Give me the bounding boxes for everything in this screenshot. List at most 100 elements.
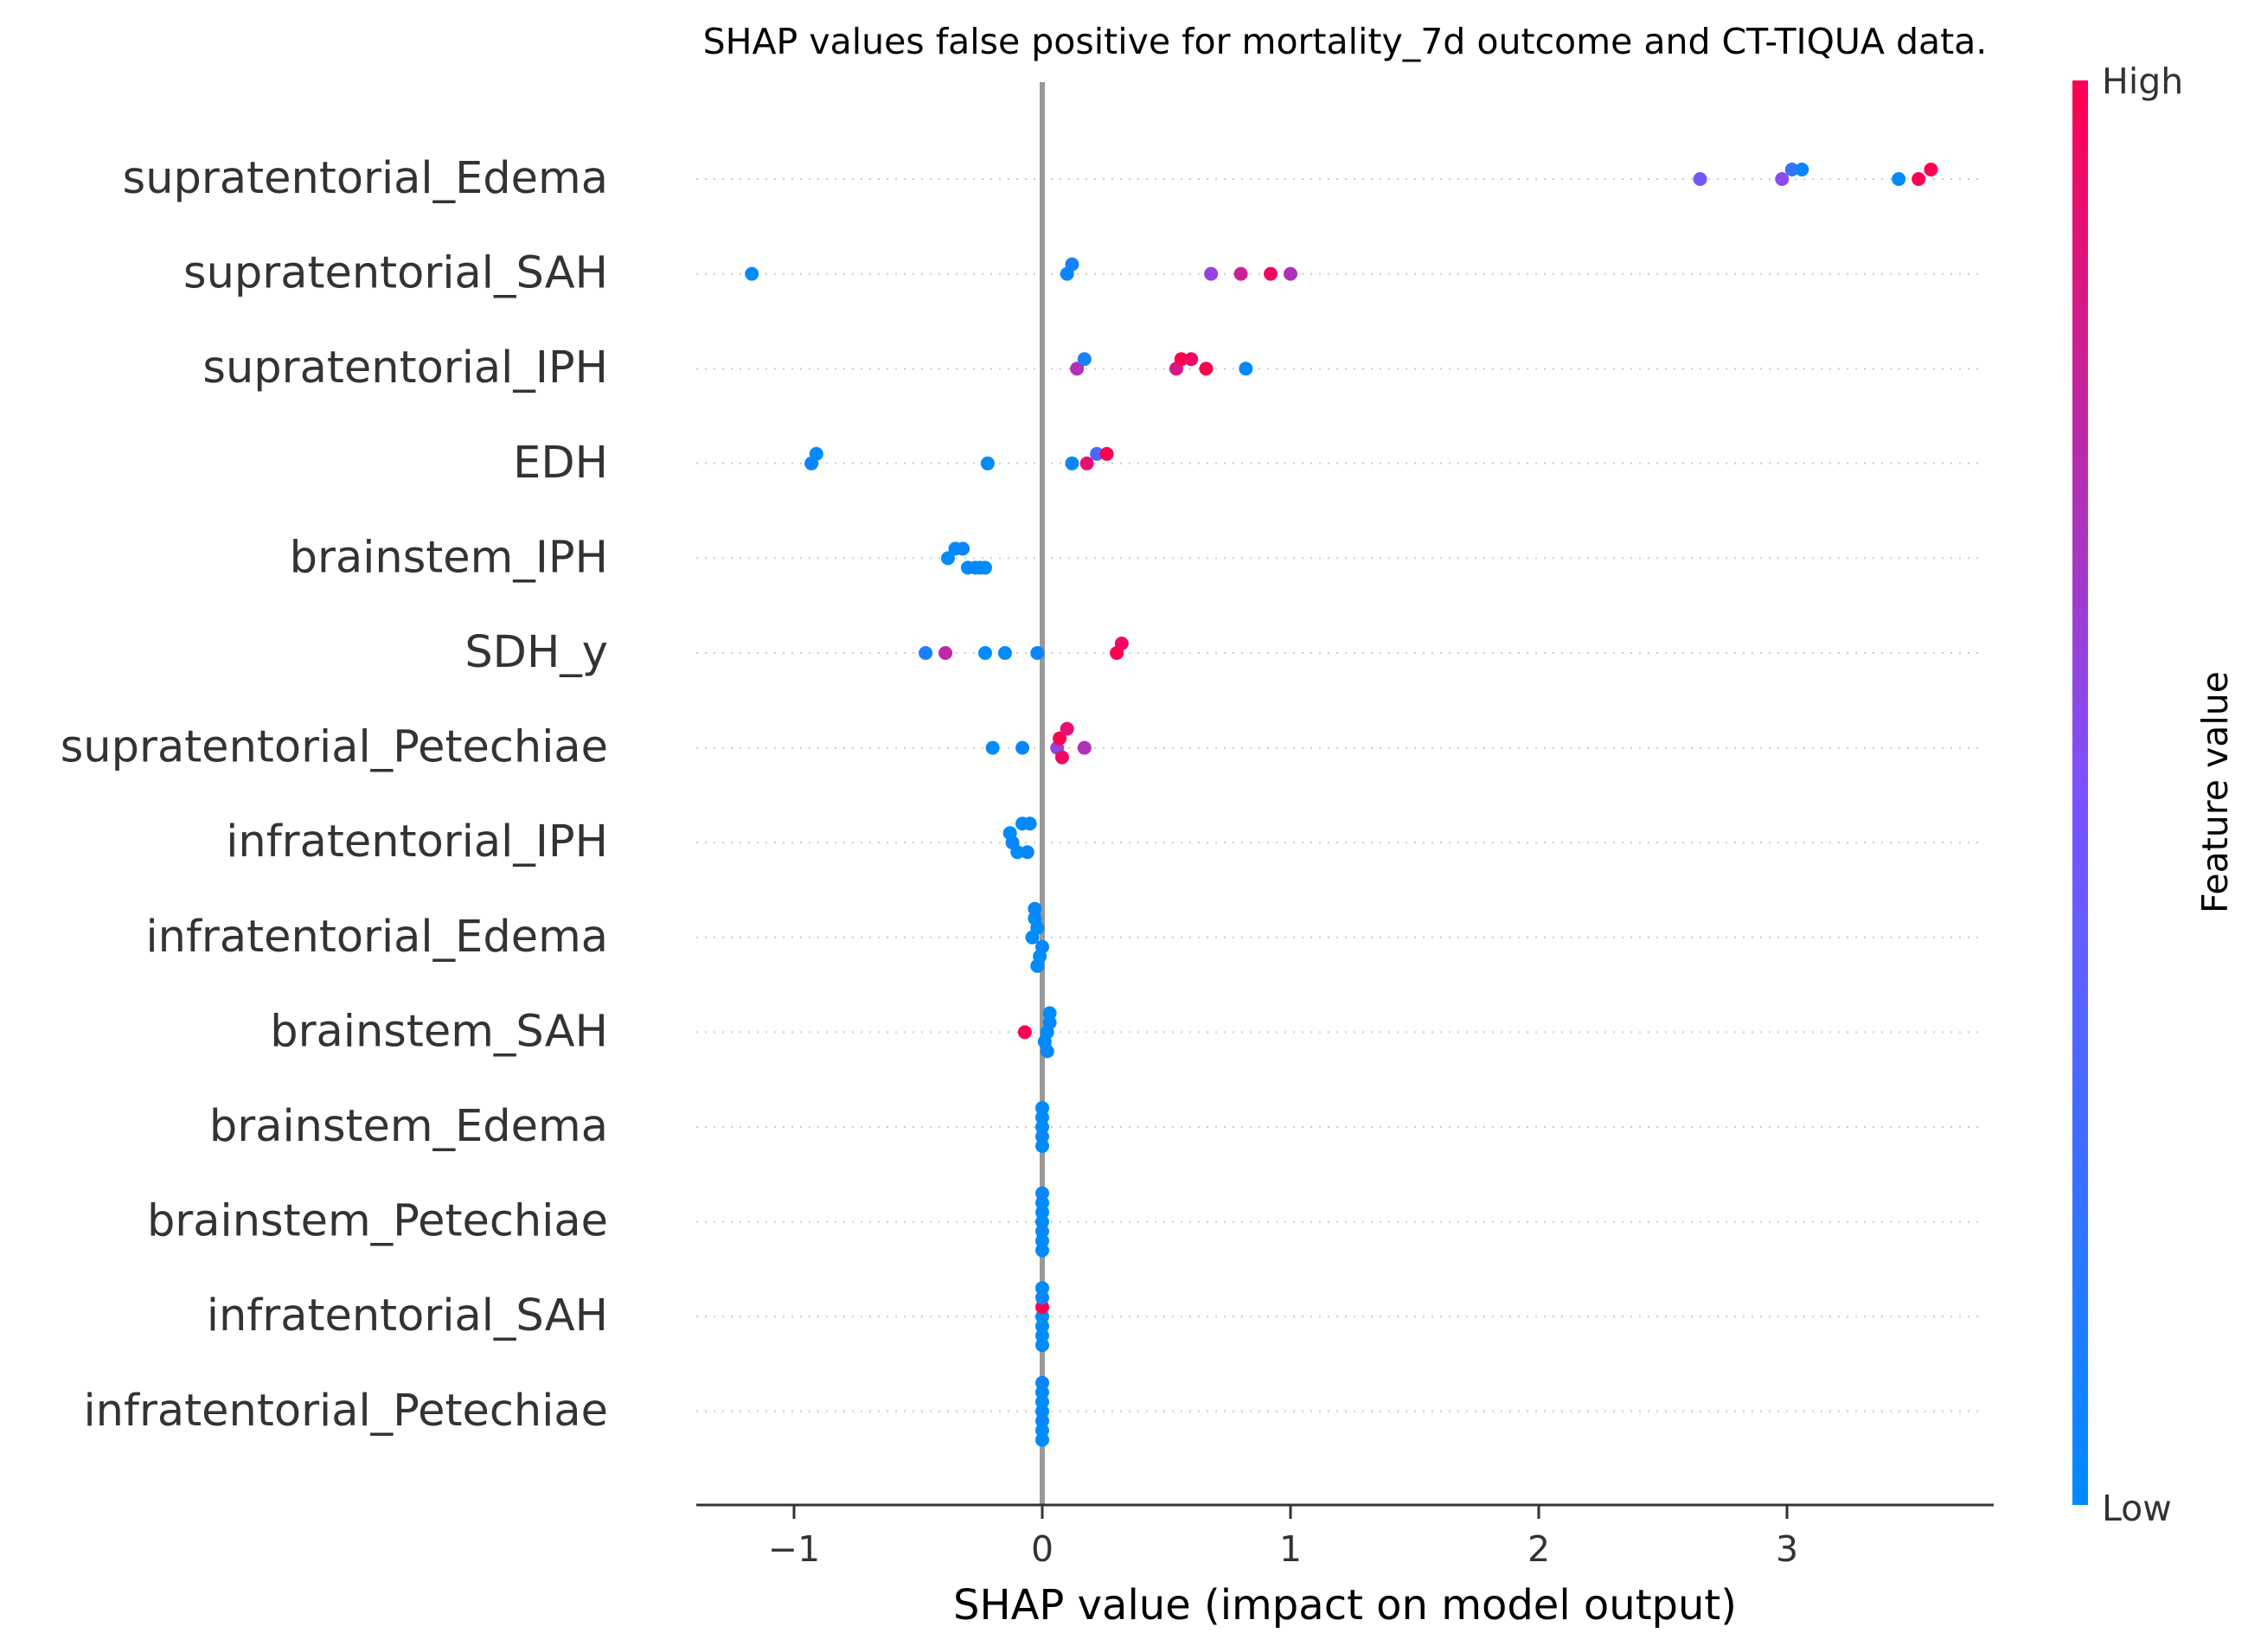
shap-point	[977, 560, 992, 575]
feature-label: supratentorial_Edema	[123, 153, 608, 204]
shap-point	[977, 646, 992, 660]
shap-point	[1035, 1233, 1049, 1248]
shap-point	[1035, 1385, 1049, 1399]
shap-point	[1020, 845, 1034, 860]
shap-point	[956, 541, 970, 556]
shap-point	[1053, 731, 1067, 746]
shap-point	[1030, 958, 1045, 973]
shap-point	[1099, 446, 1114, 461]
shap-point	[809, 446, 823, 461]
shap-point	[1035, 1111, 1049, 1124]
shap-point	[1090, 446, 1105, 461]
shap-point	[1284, 266, 1297, 281]
shap-point	[1035, 1186, 1049, 1201]
shap-point	[1077, 352, 1092, 367]
shap-point	[1924, 163, 1938, 176]
x-tick-label: 3	[1776, 1528, 1798, 1570]
feature-label: supratentorial_SAH	[183, 248, 608, 299]
feature-label: infratentorial_Edema	[145, 912, 608, 963]
shap-point	[1035, 1375, 1049, 1390]
shap-point	[1892, 172, 1906, 186]
shap-point	[1079, 456, 1094, 471]
shap-point	[938, 646, 953, 660]
shap-point	[1784, 163, 1799, 176]
shap-point	[997, 646, 1012, 660]
shap-point	[1693, 172, 1707, 186]
shap-point	[1035, 1338, 1049, 1353]
feature-label: supratentorial_IPH	[202, 343, 608, 394]
shap-point	[1035, 1319, 1049, 1334]
shap-point	[1035, 1224, 1049, 1239]
x-tick-label: 0	[1031, 1528, 1054, 1570]
shap-point	[1035, 1101, 1049, 1115]
shap-point	[1060, 721, 1074, 736]
feature-label: brainstem_IPH	[290, 532, 608, 583]
shap-point	[1035, 1300, 1049, 1315]
colorbar	[2072, 80, 2088, 1505]
shap-point	[745, 266, 759, 281]
shap-point	[940, 551, 955, 566]
data-points	[745, 163, 1938, 1447]
shap-point	[1114, 637, 1129, 650]
chart-title: SHAP values false positive for mortality…	[703, 21, 1988, 62]
shap-point	[1035, 1195, 1049, 1210]
shap-point	[1035, 1214, 1049, 1229]
colorbar-title: Feature value	[2194, 671, 2236, 913]
shap-point	[1775, 172, 1790, 186]
shap-point	[1035, 1394, 1049, 1409]
shap-point	[1199, 362, 1214, 376]
shap-point	[1054, 750, 1069, 765]
shap-point	[1017, 1025, 1032, 1040]
x-tick-label: 2	[1527, 1528, 1550, 1570]
x-tick-label: −1	[768, 1528, 820, 1570]
feature-label: infratentorial_Petechiae	[84, 1386, 608, 1437]
feature-labels: supratentorial_Edema supratentorial_SAHsu…	[61, 153, 608, 1437]
shap-point	[1035, 1309, 1049, 1324]
shap-point	[1204, 266, 1219, 281]
feature-label: supratentorial_Petechiae	[61, 722, 608, 773]
colorbar-low-label: Low	[2102, 1488, 2172, 1529]
shap-point	[1035, 1139, 1049, 1153]
x-axis-label: SHAP value (impact on model output)	[953, 1581, 1737, 1630]
shap-point	[1035, 1130, 1049, 1143]
shap-point	[1022, 816, 1037, 831]
shap-point	[1002, 826, 1017, 841]
x-axis-ticks: −1 0 1 2 3	[768, 1505, 1798, 1570]
shap-point	[1264, 266, 1278, 281]
shap-point	[980, 456, 995, 471]
shap-point	[1065, 456, 1079, 471]
shap-point	[1239, 362, 1253, 376]
shap-point	[1184, 352, 1199, 367]
shap-point	[1035, 1281, 1049, 1296]
feature-label: brainstem_SAH	[270, 1006, 608, 1057]
shap-point	[1035, 1120, 1049, 1134]
shap-point	[1015, 740, 1030, 755]
shap-point	[1035, 1404, 1049, 1418]
shap-point	[1028, 911, 1042, 925]
shap-point	[1035, 1413, 1049, 1428]
shap-point	[1042, 1006, 1057, 1021]
shap-point	[985, 740, 1000, 755]
shap-point	[1035, 1205, 1049, 1220]
shap-point	[1028, 901, 1042, 916]
feature-label: EDH	[513, 438, 608, 489]
feature-label: SDH_y	[464, 627, 608, 678]
shap-point	[919, 646, 933, 660]
shap-point	[1035, 1432, 1049, 1447]
shap-point	[1912, 172, 1926, 186]
shap-point	[1077, 740, 1092, 755]
feature-label: infratentorial_IPH	[226, 816, 608, 868]
feature-label: brainstem_Petechiae	[147, 1196, 608, 1247]
row-gridlines	[696, 178, 1981, 1412]
shap-point	[1030, 646, 1045, 660]
shap-point	[1795, 163, 1809, 176]
shap-point	[1035, 1423, 1049, 1437]
shap-point	[1174, 352, 1188, 367]
x-tick-label: 1	[1279, 1528, 1302, 1570]
shap-point	[1070, 362, 1085, 376]
feature-label: infratentorial_SAH	[207, 1290, 608, 1341]
shap-point	[1035, 1243, 1049, 1258]
shap-point	[1065, 257, 1079, 272]
